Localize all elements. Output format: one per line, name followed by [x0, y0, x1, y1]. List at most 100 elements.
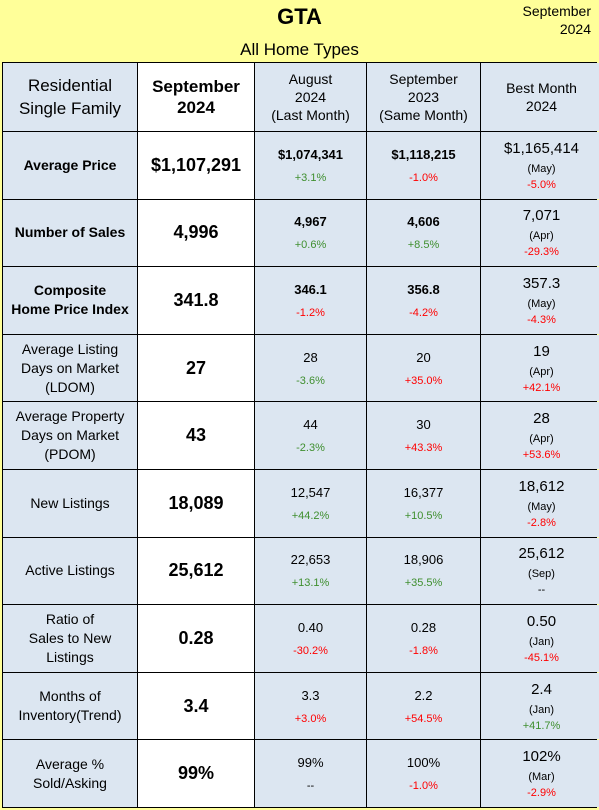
best-value: 18,612	[518, 477, 565, 495]
change: +53.6%	[522, 449, 561, 462]
row-label: Average Price	[23, 156, 117, 173]
same-cell: 18,906 +35.5%	[367, 537, 480, 605]
best-value: 7,071	[522, 207, 561, 225]
same-cell: 100% -1.0%	[367, 740, 480, 807]
row-label-cell: Average Price	[3, 132, 137, 199]
table: Residential Single Family September 2024 Aug…	[2, 62, 599, 808]
current-value: 27	[185, 357, 207, 378]
current-value: 43	[185, 425, 207, 446]
best-value: 357.3	[522, 274, 561, 292]
value: 44	[303, 417, 318, 433]
header-text: (Same Month)	[379, 107, 468, 123]
header-cell: Best Month 2024	[481, 63, 599, 131]
row-label-cell: New Listings	[3, 469, 137, 537]
same-cell: 0.28 -1.8%	[367, 605, 480, 672]
change: -1.0%	[409, 780, 438, 793]
same-cell: 16,377 +10.5%	[367, 469, 480, 537]
change: -2.9%	[527, 787, 556, 800]
change: +8.5%	[407, 239, 440, 252]
row-label: (LDOM)	[45, 378, 95, 395]
row-label: Inventory(Trend)	[18, 707, 122, 724]
last-cell: 3.3 +3.0%	[255, 672, 366, 740]
row-label: Number of Sales	[14, 224, 126, 241]
header-text: 2024	[525, 98, 558, 114]
row-label: Months of	[39, 688, 101, 705]
best-value: 19	[533, 342, 550, 360]
row-label: Average Property	[15, 408, 125, 425]
current-value: 0.28	[178, 627, 214, 648]
best-cell: 357.3 (May) -4.3%	[481, 267, 599, 334]
best-month: (Jan)	[528, 635, 555, 648]
best-month: (Jan)	[528, 703, 555, 716]
row-label: Average Listing	[21, 340, 119, 357]
header-cell: September 2024	[138, 63, 254, 131]
change: -2.3%	[296, 442, 325, 455]
change: -30.2%	[293, 644, 328, 657]
change: -1.8%	[409, 644, 438, 657]
best-month: (May)	[527, 500, 556, 513]
same-cell: 2.2 +54.5%	[367, 672, 480, 740]
current-cell: 4,996	[138, 199, 254, 267]
change: +54.5%	[404, 712, 443, 725]
change: -2.8%	[527, 516, 556, 529]
header-text: 2024	[177, 98, 215, 117]
row-label: Days on Market	[20, 359, 120, 376]
current-value: 25,612	[168, 560, 224, 581]
change: -4.3%	[527, 313, 556, 326]
header-text: 2024	[294, 89, 327, 105]
change: +13.1%	[291, 577, 330, 590]
same-cell: 356.8 -4.2%	[367, 267, 480, 334]
best-cell: 18,612 (May) -2.8%	[481, 469, 599, 537]
value: 30	[416, 417, 431, 433]
same-cell: 4,606 +8.5%	[367, 199, 480, 267]
best-cell: 19 (Apr) +42.1%	[481, 334, 599, 402]
current-cell: 25,612	[138, 537, 254, 605]
row-label-cell: Ratio of Sales to New Listings	[3, 605, 137, 672]
value: 0.28	[410, 619, 437, 635]
best-cell: 28 (Apr) +53.6%	[481, 402, 599, 469]
change: +3.0%	[294, 712, 327, 725]
last-cell: $1,074,341 +3.1%	[255, 132, 366, 199]
value: 4,606	[407, 214, 440, 230]
current-value: 99%	[177, 763, 215, 784]
row-label: New Listings	[30, 494, 110, 511]
best-cell: 25,612 (Sep) --	[481, 537, 599, 605]
best-value: 25,612	[518, 545, 565, 563]
change: -3.6%	[296, 374, 325, 387]
change: +41.7%	[522, 719, 561, 732]
current-value: $1,107,291	[150, 154, 242, 175]
header-text: 2023	[407, 89, 440, 105]
best-month: (May)	[527, 162, 556, 175]
row-label-cell: Number of Sales	[3, 199, 137, 267]
same-cell: 20 +35.0%	[367, 334, 480, 402]
change: +44.2%	[291, 509, 330, 522]
change: -4.2%	[409, 306, 438, 319]
value: 3.3	[301, 687, 320, 703]
last-cell: 99% --	[255, 740, 366, 807]
change: -45.1%	[524, 651, 559, 664]
current-value: 4,996	[173, 222, 219, 243]
best-value: 28	[533, 410, 550, 428]
change: +35.5%	[404, 577, 443, 590]
change: +35.0%	[404, 374, 443, 387]
change: --	[537, 584, 546, 597]
row-label-cell: Composite Home Price Index	[3, 267, 137, 334]
header-text: Single Family	[18, 99, 122, 118]
current-cell: $1,107,291	[138, 132, 254, 199]
row-label: Days on Market	[20, 427, 120, 444]
value: 2.2	[414, 687, 433, 703]
value: 22,653	[290, 552, 331, 568]
value: 18,906	[403, 552, 444, 568]
best-cell: 0.50 (Jan) -45.1%	[481, 605, 599, 672]
change: -5.0%	[527, 178, 556, 191]
row-label-cell: Average Property Days on Market (PDOM)	[3, 402, 137, 469]
header-text: Best Month	[506, 80, 577, 96]
current-cell: 27	[138, 334, 254, 402]
best-value: 102%	[522, 748, 561, 766]
value: 20	[416, 349, 431, 365]
row-label: Active Listings	[25, 562, 115, 579]
value: $1,118,215	[391, 146, 456, 162]
value: 346.1	[294, 281, 327, 297]
best-value: $1,165,414	[503, 139, 580, 157]
